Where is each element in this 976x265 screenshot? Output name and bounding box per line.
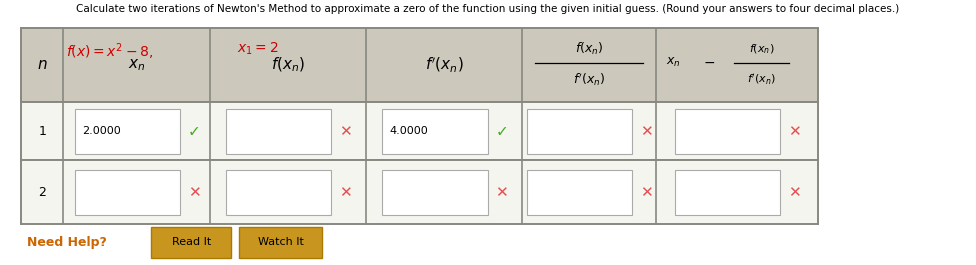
- Bar: [675, 170, 781, 215]
- Text: $f'(x_n)$: $f'(x_n)$: [425, 55, 464, 74]
- Text: ✕: ✕: [187, 185, 201, 200]
- Bar: [151, 227, 231, 258]
- Text: ✓: ✓: [495, 124, 508, 139]
- Bar: [21, 28, 818, 102]
- Text: Watch It: Watch It: [258, 237, 304, 248]
- Bar: [21, 102, 818, 160]
- Text: Need Help?: Need Help?: [27, 236, 107, 249]
- Text: $f(x) = x^2 - 8,$: $f(x) = x^2 - 8,$: [66, 41, 153, 62]
- Text: ✕: ✕: [789, 124, 801, 139]
- Bar: [75, 109, 181, 154]
- Text: $-$: $-$: [704, 55, 715, 69]
- Text: $x_n$: $x_n$: [666, 56, 681, 69]
- Text: $n$: $n$: [37, 58, 48, 72]
- Text: 1: 1: [38, 125, 47, 138]
- Text: $x_1 = 2$: $x_1 = 2$: [237, 41, 279, 58]
- Text: ✕: ✕: [340, 185, 352, 200]
- Text: $f(x_n)$: $f(x_n)$: [575, 41, 603, 57]
- Bar: [383, 170, 488, 215]
- Text: ✕: ✕: [789, 185, 801, 200]
- Bar: [226, 109, 331, 154]
- Text: Read It: Read It: [172, 237, 211, 248]
- Text: $f'(x_n)$: $f'(x_n)$: [573, 71, 605, 88]
- Text: $f'(x_n)$: $f'(x_n)$: [747, 72, 776, 87]
- Bar: [75, 170, 181, 215]
- Text: ✕: ✕: [640, 185, 653, 200]
- Text: ✓: ✓: [187, 124, 201, 139]
- Text: $f(x_n)$: $f(x_n)$: [749, 42, 774, 56]
- Bar: [675, 109, 781, 154]
- Text: 4.0000: 4.0000: [390, 126, 428, 136]
- Text: ✕: ✕: [640, 124, 653, 139]
- Text: ✕: ✕: [340, 124, 352, 139]
- Text: $f(x_n)$: $f(x_n)$: [271, 56, 305, 74]
- Bar: [383, 109, 488, 154]
- Text: $x_n$: $x_n$: [128, 57, 145, 73]
- Text: Calculate two iterations of Newton's Method to approximate a zero of the functio: Calculate two iterations of Newton's Met…: [76, 4, 900, 14]
- Text: 2.0000: 2.0000: [83, 126, 121, 136]
- Text: ✕: ✕: [495, 185, 508, 200]
- Bar: [239, 227, 322, 258]
- Bar: [527, 170, 632, 215]
- Text: 2: 2: [38, 186, 47, 199]
- Bar: [21, 160, 818, 224]
- Bar: [527, 109, 632, 154]
- Bar: [226, 170, 331, 215]
